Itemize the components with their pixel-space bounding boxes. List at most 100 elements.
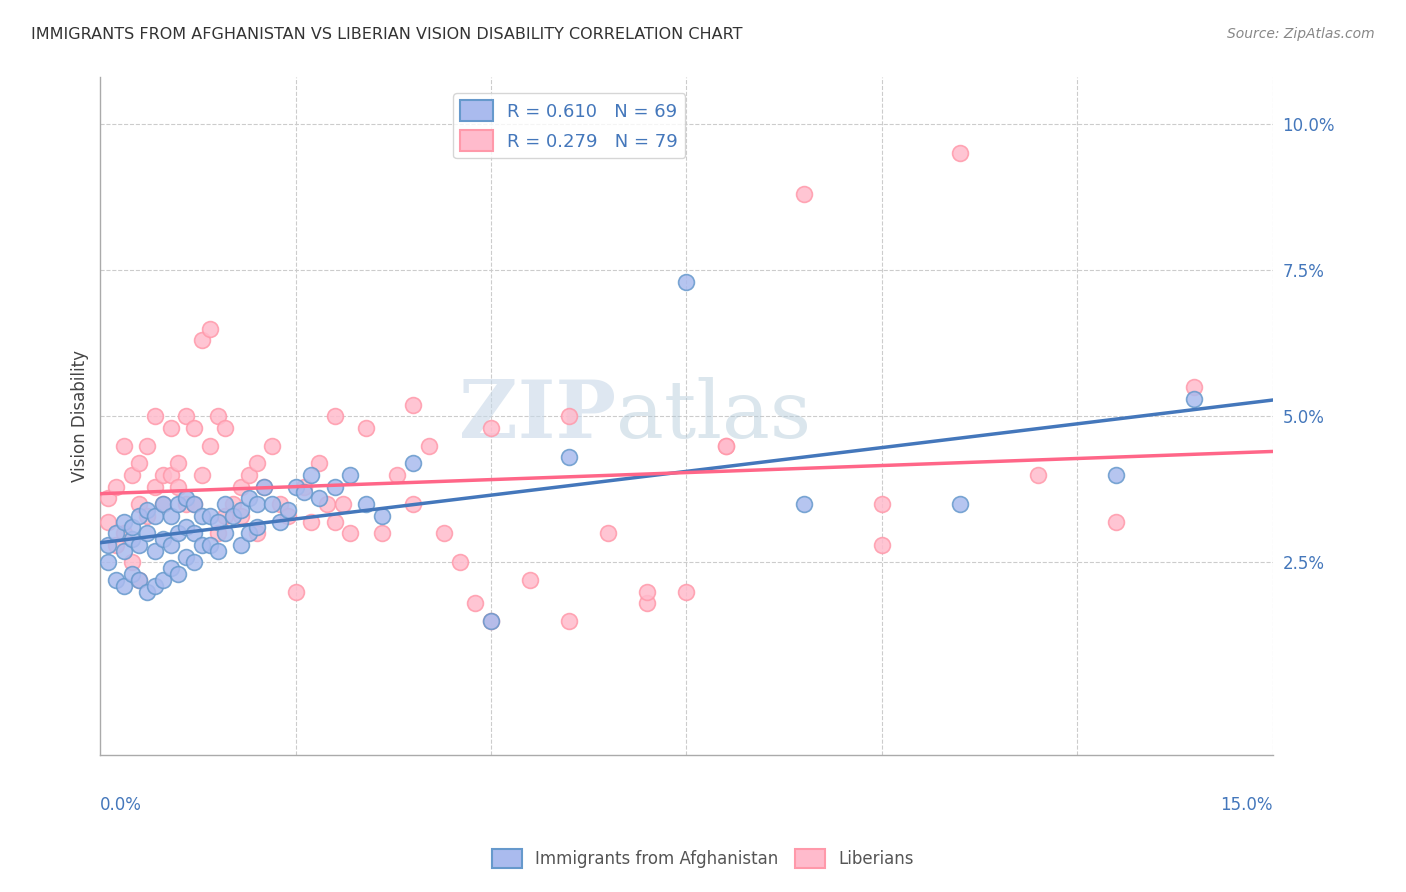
Point — [97, 515, 120, 529]
Point — [112, 526, 135, 541]
Point — [277, 508, 299, 523]
Point — [128, 508, 150, 523]
Point — [191, 334, 214, 348]
Point — [152, 532, 174, 546]
Legend: R = 0.610   N = 69, R = 0.279   N = 79: R = 0.610 N = 69, R = 0.279 N = 79 — [453, 94, 685, 159]
Point — [284, 479, 307, 493]
Point — [167, 567, 190, 582]
Point — [159, 561, 181, 575]
Point — [323, 409, 346, 424]
Point — [207, 515, 229, 529]
Point — [262, 497, 284, 511]
Point — [675, 584, 697, 599]
Point — [284, 584, 307, 599]
Point — [949, 146, 972, 161]
Point — [949, 497, 972, 511]
Point — [354, 421, 377, 435]
Point — [167, 479, 190, 493]
Point — [167, 497, 190, 511]
Point — [143, 409, 166, 424]
Point — [636, 584, 658, 599]
Point — [308, 456, 330, 470]
Point — [479, 421, 502, 435]
Point — [152, 467, 174, 482]
Point — [191, 467, 214, 482]
Text: Source: ZipAtlas.com: Source: ZipAtlas.com — [1227, 27, 1375, 41]
Point — [128, 538, 150, 552]
Point — [1026, 467, 1049, 482]
Point — [229, 538, 252, 552]
Text: atlas: atlas — [616, 377, 811, 456]
Point — [207, 543, 229, 558]
Point — [136, 584, 159, 599]
Point — [159, 421, 181, 435]
Point — [183, 497, 205, 511]
Point — [183, 556, 205, 570]
Point — [214, 497, 236, 511]
Point — [112, 543, 135, 558]
Point — [558, 614, 581, 628]
Point — [198, 538, 221, 552]
Point — [214, 421, 236, 435]
Point — [316, 497, 339, 511]
Point — [238, 467, 260, 482]
Point — [418, 439, 440, 453]
Point — [121, 567, 143, 582]
Point — [636, 596, 658, 610]
Point — [402, 497, 425, 511]
Point — [793, 497, 815, 511]
Point — [269, 497, 291, 511]
Point — [323, 479, 346, 493]
Point — [246, 497, 269, 511]
Point — [143, 508, 166, 523]
Point — [112, 515, 135, 529]
Point — [198, 508, 221, 523]
Y-axis label: Vision Disability: Vision Disability — [72, 351, 89, 483]
Point — [299, 515, 322, 529]
Point — [464, 596, 486, 610]
Point — [183, 421, 205, 435]
Point — [222, 497, 245, 511]
Point — [479, 614, 502, 628]
Point — [136, 503, 159, 517]
Point — [97, 556, 120, 570]
Point — [558, 409, 581, 424]
Point — [262, 439, 284, 453]
Point — [183, 526, 205, 541]
Point — [97, 491, 120, 506]
Point — [339, 467, 361, 482]
Text: 15.0%: 15.0% — [1220, 796, 1272, 814]
Point — [128, 573, 150, 587]
Point — [292, 485, 315, 500]
Point — [191, 538, 214, 552]
Text: IMMIGRANTS FROM AFGHANISTAN VS LIBERIAN VISION DISABILITY CORRELATION CHART: IMMIGRANTS FROM AFGHANISTAN VS LIBERIAN … — [31, 27, 742, 42]
Point — [402, 398, 425, 412]
Point — [433, 526, 456, 541]
Point — [128, 497, 150, 511]
Point — [104, 573, 127, 587]
Point — [449, 556, 471, 570]
Point — [121, 520, 143, 534]
Point — [870, 538, 893, 552]
Point — [269, 515, 291, 529]
Point — [152, 573, 174, 587]
Point — [121, 467, 143, 482]
Point — [104, 479, 127, 493]
Point — [299, 467, 322, 482]
Point — [136, 526, 159, 541]
Point — [128, 456, 150, 470]
Point — [370, 526, 392, 541]
Point — [246, 456, 269, 470]
Point — [159, 467, 181, 482]
Point — [222, 508, 245, 523]
Point — [246, 520, 269, 534]
Text: 0.0%: 0.0% — [100, 796, 142, 814]
Point — [214, 526, 236, 541]
Point — [238, 491, 260, 506]
Point — [214, 508, 236, 523]
Point — [97, 538, 120, 552]
Point — [136, 439, 159, 453]
Point — [292, 479, 315, 493]
Point — [176, 491, 198, 506]
Point — [136, 508, 159, 523]
